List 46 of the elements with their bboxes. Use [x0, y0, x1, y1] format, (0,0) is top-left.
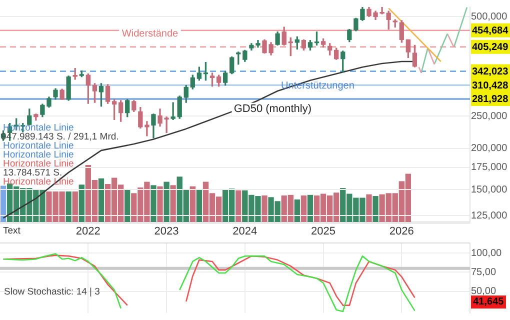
bar [66, 191, 72, 222]
x-tick-label: 2024 [232, 225, 258, 238]
annotation: Horizontale Linie [3, 158, 74, 170]
bar [164, 182, 170, 222]
ref-line-label: 310,428 [472, 80, 509, 92]
bar [236, 190, 242, 222]
y-tick-label: 125,000 [471, 210, 508, 222]
annotation: 13.784.571 S. [3, 168, 62, 178]
y-tick-label: 150,000 [471, 184, 508, 196]
y-tick-label: 50,00 [471, 286, 496, 298]
annotation: Slow Stochastic: 14 | 3 [4, 286, 100, 298]
annotation: Horizontale Linie [3, 140, 74, 152]
annotation: Horizontale Linie [3, 150, 74, 160]
text: Text [3, 226, 20, 236]
bar [307, 194, 314, 222]
y-tick-label: 200,000 [471, 143, 508, 154]
ref-line-label: 281,928 [472, 94, 509, 106]
x-tick-label: 2025 [311, 225, 336, 238]
series-label: GD50 (monthly) [234, 103, 312, 116]
bar [78, 184, 84, 222]
bar [150, 185, 156, 222]
y-tick-label: 250,000 [471, 110, 508, 122]
bar [190, 186, 196, 222]
y-tick-label: 75,00 [471, 266, 496, 278]
text: 41,645 [471, 296, 506, 308]
bar [170, 185, 176, 222]
bar [372, 196, 378, 222]
ref-line-label: 454,684 [472, 26, 509, 37]
bar [72, 191, 78, 222]
annotation: Widerstände [118, 28, 182, 40]
y-tick-label: 500,000 [471, 11, 508, 22]
ref-line-label: 342,023 [472, 66, 509, 78]
bar [294, 199, 300, 222]
bar [157, 186, 163, 222]
bar [196, 189, 202, 222]
bar [262, 195, 268, 222]
y-tick-label: 175,000 [471, 162, 508, 174]
y-tick-label: 100,00 [471, 248, 502, 259]
ref-line-label: 405,249 [472, 42, 509, 54]
bar [124, 190, 130, 222]
bar [98, 178, 104, 222]
bar [366, 194, 372, 222]
x-tick-label: 2026 [389, 225, 414, 238]
x-tick-label: 2022 [76, 225, 100, 238]
bar [300, 195, 307, 222]
x-tick-label: 2023 [154, 225, 179, 238]
